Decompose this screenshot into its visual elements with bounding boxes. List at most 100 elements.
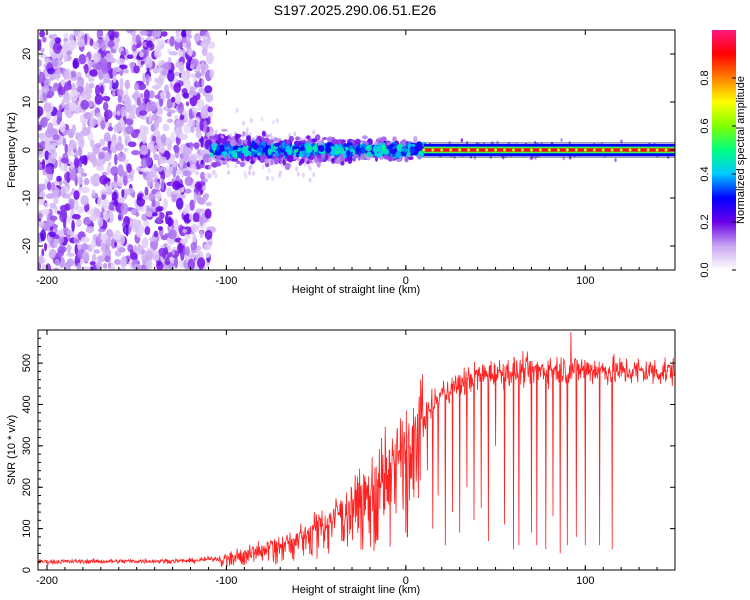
spectrogram-blob [188,108,193,121]
spectrogram-blob [334,146,338,152]
spectrogram-line-bead [467,148,471,152]
spectrogram-blob [149,101,157,112]
spectrogram-blob [166,98,173,109]
spectrogram-blob [139,110,148,116]
spectrogram-blob [198,88,205,94]
spectrogram-blob [62,217,67,229]
spectrogram-blob [252,170,255,176]
spectrogram-blob [314,155,318,164]
spectrogram-blob [161,31,168,37]
spectrogram-blob [271,119,275,125]
spectrogram-blob [123,147,128,153]
spectrogram-blob [239,161,246,168]
spectrogram-blob [69,171,77,181]
spectrogram-blob [44,242,47,252]
spectrogram-blob [294,141,299,144]
spectrogram-blob [74,244,79,255]
spectrogram-blob [186,47,193,56]
spectrogram-blob [153,30,162,38]
spectrogram-blob [388,156,392,162]
spectrogram-blob [135,212,140,217]
spectrogram-blob [188,91,198,96]
spectrogram-blob [161,133,167,144]
spectrogram-blob [146,175,154,188]
spectrogram-blob [114,153,118,166]
spectrogram-blob [378,150,384,157]
spectrogram-blob [360,152,365,161]
spectrogram-blob [187,119,196,128]
spectrogram-blob [193,142,200,149]
spectrogram-line-bead [485,148,489,152]
spectrogram-blob [89,38,94,47]
spectrogram-blob [254,140,261,144]
spectrogram-blob [38,71,46,84]
spectrogram-blob [296,171,300,177]
spectrogram-blob [117,152,126,162]
spectrogram-blob [301,172,305,178]
spectrogram-blob [256,147,264,153]
spectrogram-line-bead [601,148,605,152]
spectrogram-blob [87,125,91,135]
spectrogram-blob [119,64,128,70]
spectrogram-blob [38,147,43,155]
spectrogram-line-bead [530,148,533,152]
spectrogram-blob [189,164,197,174]
spectrogram-blob [208,41,216,49]
spectrogram-blob [105,32,109,45]
spectrogram-blob [54,258,60,266]
spectrogram-blob [89,69,98,77]
spectrogram-blob [45,166,55,175]
spectrogram-y-tick-label: 10 [21,96,33,108]
spectrogram-blob [100,233,109,241]
spectrogram-blob [203,119,208,132]
spectrogram-blob [43,221,51,232]
spectrogram-blob [157,226,163,231]
spectrogram-blob [201,105,208,116]
spectrogram-blob [89,214,98,222]
spectrogram-blob [534,155,537,160]
snr-x-ticks: -200 -100 0 100 [36,330,676,587]
spectrogram-blob [214,161,222,167]
spectrogram-blob [189,199,195,211]
spectrogram-blob [226,163,230,168]
spectrogram-blob [69,162,74,170]
spectrogram-blob [192,212,200,223]
spectrogram-blob [361,135,368,140]
spectrogram-blob [190,58,200,68]
spectrogram-blob [113,172,118,185]
spectrogram-blob [52,42,62,54]
spectrogram-blob [249,118,253,124]
spectrogram-blob [310,154,315,160]
spectrogram-blob [185,40,192,50]
spectrogram-blob [347,156,353,164]
spectrogram-blob [200,159,204,165]
spectrogram-blob [38,89,41,100]
spectrogram-blob [299,158,305,164]
spectrogram-blob [73,190,80,200]
spectrogram-blob [117,93,122,103]
spectrogram-blob [101,194,106,201]
spectrogram-blob [59,204,68,212]
spectrogram-blob [60,157,69,164]
spectrogram-blob [273,157,280,164]
spectrogram-blob [221,151,228,157]
spectrogram-blob [200,135,204,148]
spectrogram-blob [51,58,59,68]
snr-frame [37,329,676,571]
spectrogram-blob [261,130,266,137]
spectrogram-blob [182,92,190,99]
spectrogram-blob [365,145,372,152]
spectrogram-blob [285,145,291,153]
spectrogram-blob [53,267,60,270]
spectrogram-blob [247,139,252,147]
colorbar-ticks: 0.0 0.2 0.4 0.6 0.8 [699,70,736,278]
spectrogram-blob [111,191,118,201]
spectrogram-blob [229,145,234,152]
spectrogram-blob [193,152,200,159]
spectrogram-blob [63,32,69,39]
spectrogram-blob [327,142,331,151]
spectrogram-blob [72,213,81,220]
spectrogram-blob [127,54,134,59]
spectrogram-blob [241,157,245,162]
spectrogram-blob [63,162,68,173]
